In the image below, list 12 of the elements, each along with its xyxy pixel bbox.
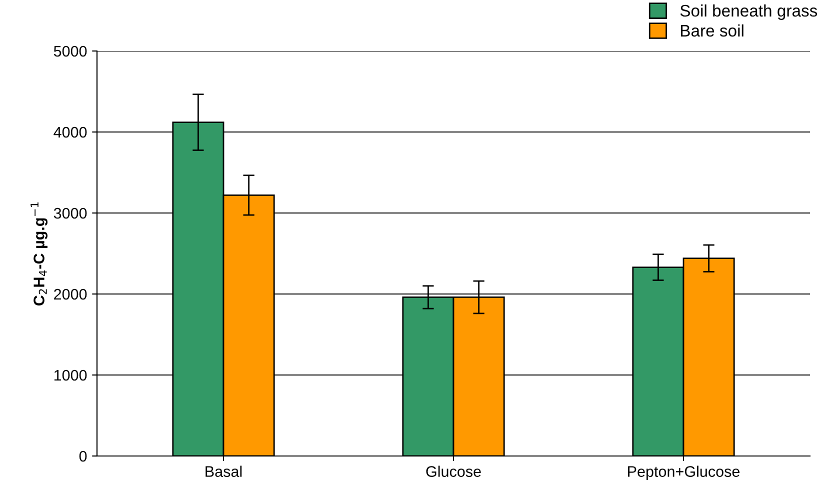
y-tick-label: 2000 (54, 288, 87, 300)
y-tick-label: 4000 (54, 126, 87, 138)
y-axis-title: C$_{2}$H$_{4}$-C µg.g$^{−1}$ (30, 202, 48, 306)
legend-label: Bare soil (680, 24, 744, 37)
x-tick-label: Pepton+Glucose (628, 466, 740, 480)
y-tick-label: 0 (79, 450, 87, 462)
y-tick-label: 5000 (54, 46, 87, 57)
x-tick-label: Glucose (426, 466, 481, 477)
y-tick-label: 3000 (54, 208, 87, 219)
x-tick-label: Basal (206, 466, 242, 477)
y-tick-label: 1000 (54, 370, 87, 381)
legend-label: Soil beneath grass (680, 4, 818, 20)
